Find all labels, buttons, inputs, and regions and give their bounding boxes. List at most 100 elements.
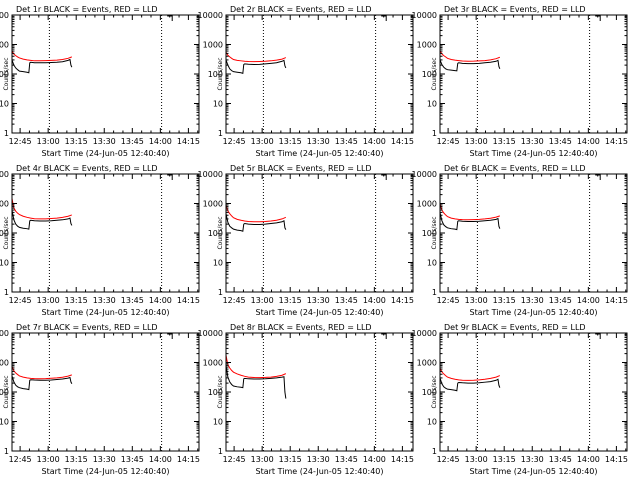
x-tick-label: 14:00 xyxy=(149,455,172,464)
y-tick-label: 1000 xyxy=(203,359,223,368)
y-tick-label: 10000 xyxy=(0,11,9,20)
marker-bracket xyxy=(167,15,173,21)
y-tick-label: 10000 xyxy=(412,11,437,20)
x-tick-label: 13:15 xyxy=(65,455,88,464)
x-tick-label: 14:15 xyxy=(177,137,200,146)
x-tick-label: 13:45 xyxy=(121,455,144,464)
y-tick-label: 1 xyxy=(218,288,223,297)
x-tick-label: 14:00 xyxy=(577,296,600,305)
x-tick-label: 14:00 xyxy=(363,455,386,464)
x-tick-label: 13:30 xyxy=(521,137,544,146)
x-axis-label: Start Time (24-Jun-05 12:40:40) xyxy=(256,467,384,476)
series-line-lld xyxy=(12,50,73,62)
x-axis-label: Start Time (24-Jun-05 12:40:40) xyxy=(470,467,598,476)
x-tick-label: 13:45 xyxy=(335,137,358,146)
x-tick-label: 14:15 xyxy=(177,296,200,305)
x-tick-label: 14:00 xyxy=(363,296,386,305)
y-axis-label: Counts/sec xyxy=(217,216,224,249)
y-tick-label: 10000 xyxy=(0,170,9,179)
y-tick-label: 10 xyxy=(427,418,437,427)
x-tick-label: 12:45 xyxy=(223,296,246,305)
y-axis-label: Counts/sec xyxy=(431,57,438,90)
series-line-events xyxy=(12,209,73,230)
y-axis-label: Counts/sec xyxy=(3,216,10,249)
x-tick-label: 14:15 xyxy=(177,455,200,464)
x-tick-label: 13:00 xyxy=(37,137,60,146)
chart-title: Det 3r BLACK = Events, RED = LLD xyxy=(444,5,586,14)
series-line-lld xyxy=(12,198,73,220)
x-tick-label: 13:30 xyxy=(307,455,330,464)
x-tick-label: 12:45 xyxy=(223,137,246,146)
y-tick-label: 10000 xyxy=(198,11,223,20)
y-tick-label: 1 xyxy=(432,447,437,456)
series-line-lld xyxy=(440,203,500,221)
x-tick-label: 13:15 xyxy=(65,296,88,305)
y-tick-label: 100 xyxy=(0,388,9,397)
series-line-lld xyxy=(440,50,501,62)
x-tick-label: 13:00 xyxy=(465,296,488,305)
x-tick-label: 14:15 xyxy=(391,137,414,146)
x-tick-label: 13:30 xyxy=(521,296,544,305)
y-tick-label: 10 xyxy=(0,418,9,427)
x-tick-label: 13:30 xyxy=(307,296,330,305)
y-tick-label: 10 xyxy=(427,100,437,109)
x-tick-label: 14:15 xyxy=(605,455,628,464)
y-tick-label: 1000 xyxy=(203,200,223,209)
x-tick-label: 12:45 xyxy=(437,137,460,146)
x-tick-label: 13:45 xyxy=(335,296,358,305)
y-tick-label: 1000 xyxy=(0,41,9,50)
x-tick-label: 13:15 xyxy=(279,137,302,146)
series-line-events xyxy=(226,59,287,75)
x-tick-label: 13:45 xyxy=(549,137,572,146)
y-tick-label: 1 xyxy=(4,129,9,138)
x-tick-label: 12:45 xyxy=(9,455,32,464)
marker-bracket xyxy=(381,174,387,180)
series-line-events xyxy=(226,365,287,399)
y-tick-label: 10 xyxy=(213,259,223,268)
x-tick-label: 13:30 xyxy=(93,137,116,146)
chart-title: Det 6r BLACK = Events, RED = LLD xyxy=(444,164,586,173)
y-tick-label: 100 xyxy=(208,229,223,238)
chart-title: Det 5r BLACK = Events, RED = LLD xyxy=(230,164,372,173)
x-axis-label: Start Time (24-Jun-05 12:40:40) xyxy=(42,308,170,317)
x-tick-label: 13:30 xyxy=(93,455,116,464)
marker-bracket xyxy=(167,174,173,180)
series-line-lld xyxy=(440,367,501,381)
y-tick-label: 1000 xyxy=(417,359,437,368)
chart-panel-8: Det 8r BLACK = Events, RED = LLD Counts/s… xyxy=(198,323,414,476)
y-tick-label: 100 xyxy=(0,70,9,79)
chart-panel-3: Det 3r BLACK = Events, RED = LLD Counts/s… xyxy=(412,5,628,158)
y-tick-label: 10000 xyxy=(0,329,9,338)
x-tick-label: 14:15 xyxy=(605,137,628,146)
y-tick-label: 10 xyxy=(213,418,223,427)
x-tick-label: 13:00 xyxy=(37,455,60,464)
series-line-events xyxy=(226,213,287,232)
y-axis-label: Counts/sec xyxy=(431,216,438,249)
y-tick-label: 1 xyxy=(4,288,9,297)
y-tick-label: 100 xyxy=(422,388,437,397)
y-tick-label: 10 xyxy=(427,259,437,268)
series-line-events xyxy=(12,375,73,391)
x-axis-label: Start Time (24-Jun-05 12:40:40) xyxy=(470,149,598,158)
y-axis-label: Counts/sec xyxy=(3,375,10,408)
y-tick-label: 10000 xyxy=(412,170,437,179)
y-tick-label: 100 xyxy=(208,70,223,79)
y-tick-label: 1000 xyxy=(417,200,437,209)
series-line-events xyxy=(440,212,501,231)
y-tick-label: 100 xyxy=(422,229,437,238)
x-tick-label: 13:15 xyxy=(279,296,302,305)
x-tick-label: 13:00 xyxy=(251,455,274,464)
y-axis-label: Counts/sec xyxy=(217,57,224,90)
x-tick-label: 14:00 xyxy=(577,137,600,146)
x-tick-label: 13:00 xyxy=(465,137,488,146)
series-line-events xyxy=(440,59,501,72)
x-tick-label: 13:30 xyxy=(93,296,116,305)
chart-title: Det 2r BLACK = Events, RED = LLD xyxy=(230,5,372,14)
x-tick-label: 14:00 xyxy=(149,137,172,146)
series-line-events xyxy=(12,58,73,74)
y-tick-label: 10 xyxy=(0,100,9,109)
x-tick-label: 12:45 xyxy=(437,296,460,305)
chart-title: Det 7r BLACK = Events, RED = LLD xyxy=(16,323,158,332)
chart-panel-4: Det 4r BLACK = Events, RED = LLD Counts/s… xyxy=(0,164,200,317)
x-tick-label: 13:15 xyxy=(279,455,302,464)
